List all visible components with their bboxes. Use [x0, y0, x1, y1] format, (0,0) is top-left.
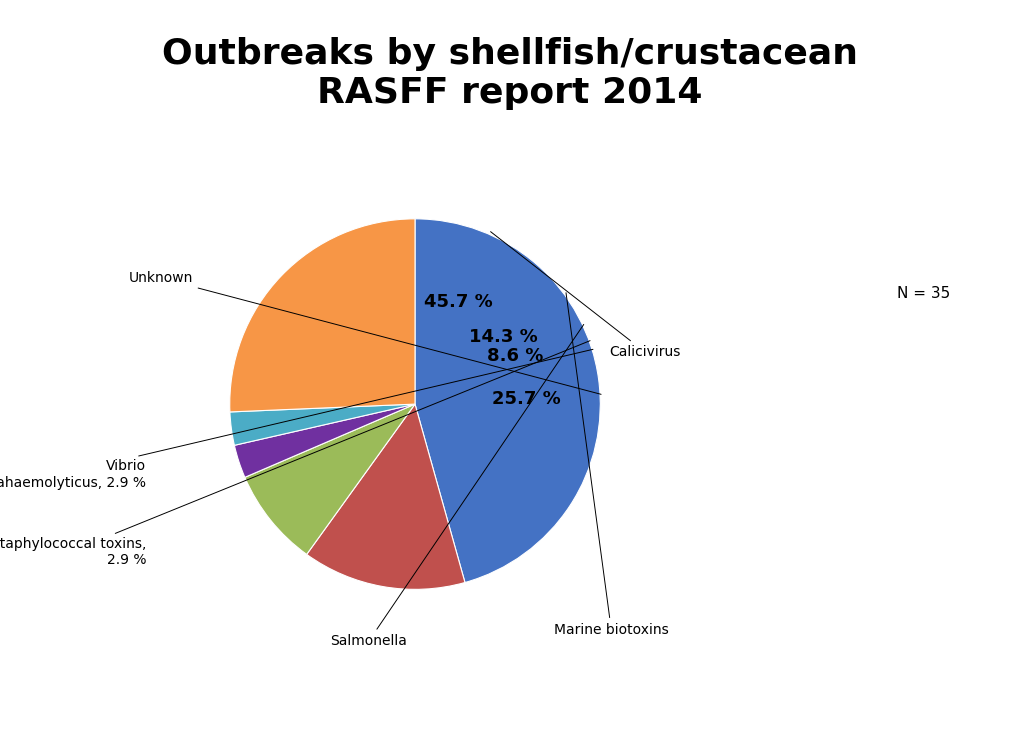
Text: N = 35: N = 35 — [897, 287, 950, 301]
Wedge shape — [415, 219, 600, 583]
Wedge shape — [245, 404, 415, 554]
Text: 25.7 %: 25.7 % — [492, 390, 560, 408]
Wedge shape — [307, 404, 465, 589]
Wedge shape — [234, 404, 415, 477]
Text: Unknown: Unknown — [128, 271, 601, 394]
Text: Marine biotoxins: Marine biotoxins — [554, 293, 668, 637]
Text: Staphylococcal toxins,
2.9 %: Staphylococcal toxins, 2.9 % — [0, 340, 590, 567]
Text: Vibrio
parahaemolyticus, 2.9 %: Vibrio parahaemolyticus, 2.9 % — [0, 349, 593, 490]
Text: Outbreaks by shellfish/crustacean
RASFF report 2014: Outbreaks by shellfish/crustacean RASFF … — [161, 37, 858, 110]
Text: 45.7 %: 45.7 % — [424, 293, 492, 311]
Wedge shape — [229, 219, 415, 412]
Text: Salmonella: Salmonella — [330, 324, 584, 648]
Wedge shape — [230, 404, 415, 445]
Text: 8.6 %: 8.6 % — [487, 347, 543, 365]
Text: Calicivirus: Calicivirus — [490, 232, 681, 359]
Text: 14.3 %: 14.3 % — [469, 328, 538, 346]
